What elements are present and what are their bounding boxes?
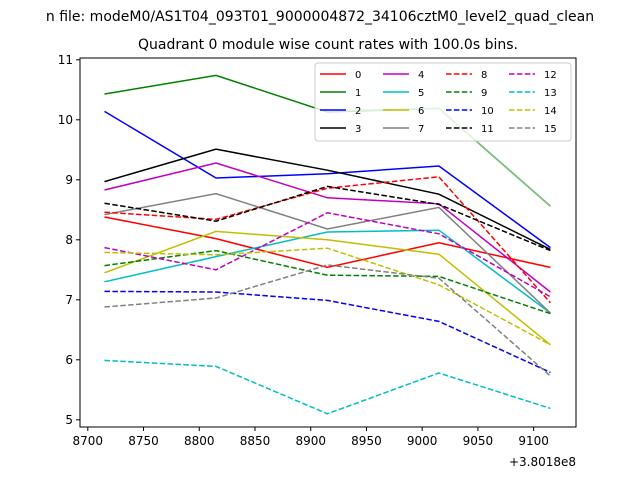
y-tick-label: 11	[58, 53, 73, 67]
y-axis: 5 6 7 8 9 10 11	[58, 53, 80, 427]
legend-label-5: 5	[418, 88, 424, 99]
x-tick-label: 8750	[128, 434, 159, 448]
legend-label-3: 3	[355, 124, 361, 135]
series-line-6	[104, 230, 551, 346]
y-tick-label: 5	[65, 413, 73, 427]
series-line-4	[104, 162, 551, 293]
legend-label-4: 4	[418, 70, 424, 81]
x-tick-label: 8700	[73, 434, 104, 448]
y-tick-label: 10	[58, 113, 73, 127]
series-line-8	[104, 176, 551, 304]
x-tick-label: 9050	[463, 434, 494, 448]
legend-label-2: 2	[355, 106, 361, 117]
legend-label-11: 11	[481, 124, 494, 135]
legend-label-14: 14	[544, 106, 557, 117]
series-line-15	[104, 264, 551, 377]
legend-label-12: 12	[544, 70, 557, 81]
plot-lines	[104, 74, 551, 415]
y-tick-label: 8	[65, 233, 73, 247]
x-tick-label: 9100	[518, 434, 549, 448]
series-line-5	[104, 229, 551, 314]
legend-label-1: 1	[355, 88, 361, 99]
legend-label-6: 6	[418, 106, 424, 117]
series-line-12	[104, 212, 551, 298]
legend-box	[314, 62, 572, 142]
legend-label-0: 0	[355, 70, 361, 81]
y-tick-label: 6	[65, 353, 73, 367]
series-line-3	[104, 148, 551, 251]
legend-label-13: 13	[544, 88, 557, 99]
legend-label-9: 9	[481, 88, 487, 99]
x-offset-label: +3.8018e8	[509, 455, 576, 469]
figure-suptitle: n file: modeM0/AS1T04_093T01_9000004872_…	[46, 9, 594, 25]
x-tick-label: 8800	[184, 434, 215, 448]
series-line-11	[104, 185, 551, 252]
chart-title: Quadrant 0 module wise count rates with …	[138, 37, 518, 53]
y-tick-label: 7	[65, 293, 73, 307]
plot-frame	[79, 57, 577, 428]
x-tick-label: 8900	[295, 434, 326, 448]
x-axis: 8700 8750 8800 8850 8900 8950 9000 9050 9100	[73, 427, 549, 448]
legend-label-15: 15	[544, 124, 557, 135]
series-line-14	[104, 247, 551, 346]
legend-label-7: 7	[418, 124, 424, 135]
legend-label-8: 8	[481, 70, 487, 81]
x-tick-label: 8950	[351, 434, 382, 448]
legend-label-10: 10	[481, 106, 494, 117]
series-line-9	[104, 249, 551, 315]
y-tick-label: 9	[65, 173, 73, 187]
series-line-10	[104, 290, 551, 374]
x-tick-label: 9000	[407, 434, 438, 448]
x-tick-label: 8850	[240, 434, 271, 448]
series-line-13	[104, 359, 551, 415]
series-line-2	[104, 110, 551, 249]
series-line-7	[104, 192, 551, 314]
series-line-0	[104, 216, 551, 269]
